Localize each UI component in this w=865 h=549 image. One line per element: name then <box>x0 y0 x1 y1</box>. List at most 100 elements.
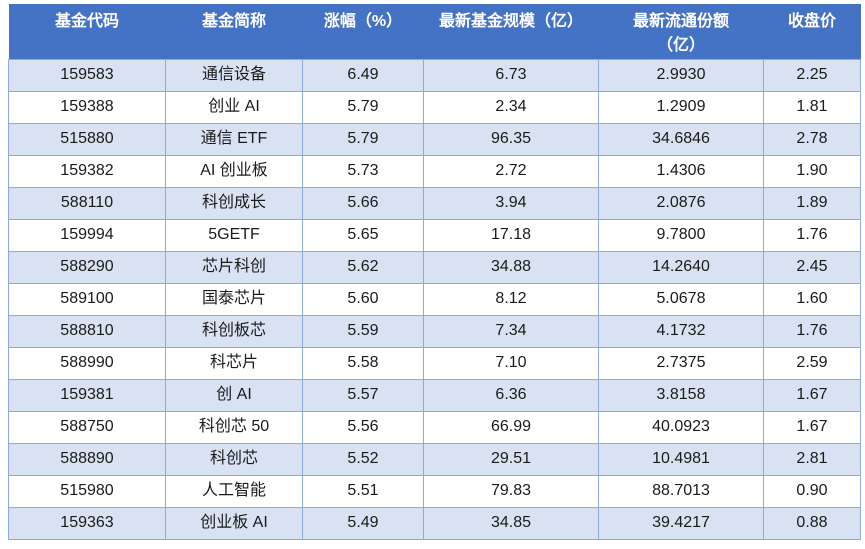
cell-change-pct: 5.79 <box>302 122 424 156</box>
table-row: 588810 科创板芯 5.59 7.34 4.1732 1.76 <box>8 314 861 348</box>
cell-fund-name: 通信设备 <box>165 58 303 92</box>
cell-close-price: 2.59 <box>763 346 861 380</box>
cell-fund-name: 创 AI <box>165 378 303 412</box>
cell-fund-scale: 3.94 <box>423 186 599 220</box>
cell-fund-name: 科创成长 <box>165 186 303 220</box>
table-row: 588890 科创芯 5.52 29.51 10.4981 2.81 <box>8 442 861 476</box>
cell-fund-code: 159583 <box>8 58 166 92</box>
cell-fund-code: 515880 <box>8 122 166 156</box>
table-row: 588290 芯片科创 5.62 34.88 14.2640 2.45 <box>8 250 861 284</box>
cell-float-share: 39.4217 <box>598 506 764 540</box>
table-row: 588110 科创成长 5.66 3.94 2.0876 1.89 <box>8 186 861 220</box>
table-row: 159381 创 AI 5.57 6.36 3.8158 1.67 <box>8 378 861 412</box>
header-fund-scale: 最新基金规模（亿） <box>423 4 599 59</box>
cell-fund-code: 159388 <box>8 90 166 124</box>
cell-float-share: 34.6846 <box>598 122 764 156</box>
cell-close-price: 0.90 <box>763 474 861 508</box>
cell-change-pct: 5.73 <box>302 154 424 188</box>
cell-fund-code: 588290 <box>8 250 166 284</box>
table-row: 159994 5GETF 5.65 17.18 9.7800 1.76 <box>8 218 861 252</box>
cell-float-share: 4.1732 <box>598 314 764 348</box>
table-row: 589100 国泰芯片 5.60 8.12 5.0678 1.60 <box>8 282 861 316</box>
cell-change-pct: 6.49 <box>302 58 424 92</box>
table-row: 588750 科创芯 50 5.56 66.99 40.0923 1.67 <box>8 410 861 444</box>
cell-fund-name: 创业板 AI <box>165 506 303 540</box>
cell-fund-scale: 6.36 <box>423 378 599 412</box>
header-float-share: 最新流通份额 （亿） <box>598 4 764 59</box>
cell-change-pct: 5.49 <box>302 506 424 540</box>
cell-change-pct: 5.62 <box>302 250 424 284</box>
cell-fund-code: 588890 <box>8 442 166 476</box>
cell-change-pct: 5.56 <box>302 410 424 444</box>
cell-fund-name: 科创芯 <box>165 442 303 476</box>
table-row: 588990 科芯片 5.58 7.10 2.7375 2.59 <box>8 346 861 380</box>
cell-change-pct: 5.57 <box>302 378 424 412</box>
cell-fund-scale: 7.34 <box>423 314 599 348</box>
cell-float-share: 5.0678 <box>598 282 764 316</box>
cell-float-share: 88.7013 <box>598 474 764 508</box>
table-row: 159583 通信设备 6.49 6.73 2.9930 2.25 <box>8 58 861 92</box>
cell-fund-scale: 8.12 <box>423 282 599 316</box>
cell-change-pct: 5.65 <box>302 218 424 252</box>
cell-fund-scale: 17.18 <box>423 218 599 252</box>
cell-float-share: 40.0923 <box>598 410 764 444</box>
fund-table: 基金代码 基金简称 涨幅（%） 最新基金规模（亿） 最新流通份额 （亿） 收盘价… <box>8 4 861 540</box>
cell-change-pct: 5.60 <box>302 282 424 316</box>
cell-close-price: 1.60 <box>763 282 861 316</box>
cell-fund-scale: 34.85 <box>423 506 599 540</box>
table-body: 159583 通信设备 6.49 6.73 2.9930 2.25 159388… <box>8 58 861 540</box>
cell-fund-name: 科创芯 50 <box>165 410 303 444</box>
cell-fund-name: 5GETF <box>165 218 303 252</box>
cell-float-share: 14.2640 <box>598 250 764 284</box>
cell-fund-scale: 7.10 <box>423 346 599 380</box>
header-change-pct: 涨幅（%） <box>302 4 424 59</box>
table-row: 159382 AI 创业板 5.73 2.72 1.4306 1.90 <box>8 154 861 188</box>
cell-fund-name: 创业 AI <box>165 90 303 124</box>
cell-float-share: 2.7375 <box>598 346 764 380</box>
cell-close-price: 2.81 <box>763 442 861 476</box>
table-row: 159388 创业 AI 5.79 2.34 1.2909 1.81 <box>8 90 861 124</box>
header-close-price: 收盘价 <box>763 4 861 59</box>
cell-change-pct: 5.58 <box>302 346 424 380</box>
table-row: 159363 创业板 AI 5.49 34.85 39.4217 0.88 <box>8 506 861 540</box>
cell-fund-scale: 6.73 <box>423 58 599 92</box>
cell-fund-code: 588990 <box>8 346 166 380</box>
cell-fund-scale: 79.83 <box>423 474 599 508</box>
cell-float-share: 1.2909 <box>598 90 764 124</box>
cell-fund-code: 159363 <box>8 506 166 540</box>
cell-float-share: 3.8158 <box>598 378 764 412</box>
cell-fund-name: 通信 ETF <box>165 122 303 156</box>
cell-change-pct: 5.79 <box>302 90 424 124</box>
cell-fund-scale: 2.34 <box>423 90 599 124</box>
cell-close-price: 2.78 <box>763 122 861 156</box>
cell-close-price: 2.25 <box>763 58 861 92</box>
cell-fund-name: 科芯片 <box>165 346 303 380</box>
cell-fund-name: 芯片科创 <box>165 250 303 284</box>
cell-change-pct: 5.59 <box>302 314 424 348</box>
cell-fund-scale: 96.35 <box>423 122 599 156</box>
cell-fund-code: 515980 <box>8 474 166 508</box>
cell-fund-code: 159994 <box>8 218 166 252</box>
cell-fund-code: 589100 <box>8 282 166 316</box>
cell-fund-name: 人工智能 <box>165 474 303 508</box>
cell-change-pct: 5.51 <box>302 474 424 508</box>
cell-close-price: 2.45 <box>763 250 861 284</box>
cell-float-share: 2.9930 <box>598 58 764 92</box>
cell-float-share: 1.4306 <box>598 154 764 188</box>
cell-close-price: 1.76 <box>763 314 861 348</box>
cell-fund-scale: 66.99 <box>423 410 599 444</box>
cell-fund-code: 588750 <box>8 410 166 444</box>
cell-float-share: 10.4981 <box>598 442 764 476</box>
cell-close-price: 1.89 <box>763 186 861 220</box>
cell-close-price: 1.81 <box>763 90 861 124</box>
cell-fund-name: 国泰芯片 <box>165 282 303 316</box>
cell-fund-name: AI 创业板 <box>165 154 303 188</box>
cell-close-price: 0.88 <box>763 506 861 540</box>
cell-change-pct: 5.66 <box>302 186 424 220</box>
table-row: 515880 通信 ETF 5.79 96.35 34.6846 2.78 <box>8 122 861 156</box>
cell-float-share: 9.7800 <box>598 218 764 252</box>
cell-fund-code: 159382 <box>8 154 166 188</box>
header-fund-name: 基金简称 <box>165 4 303 59</box>
header-fund-code: 基金代码 <box>8 4 166 59</box>
cell-close-price: 1.76 <box>763 218 861 252</box>
